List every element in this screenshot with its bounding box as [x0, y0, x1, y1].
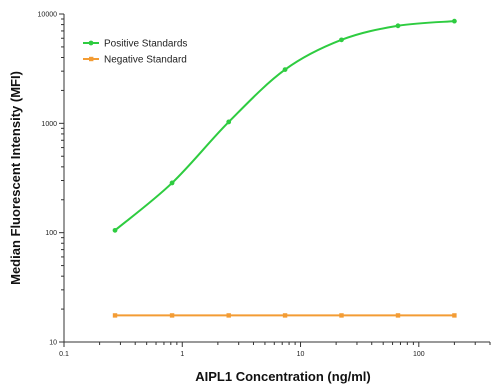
x-axis-title: AIPL1 Concentration (ng/ml)	[195, 369, 371, 384]
legend-label: Positive Standards	[104, 39, 187, 50]
data-point	[112, 227, 118, 233]
series-line	[114, 20, 455, 232]
data-point	[395, 23, 401, 29]
data-point	[452, 313, 457, 318]
y-tick-label: 10	[49, 340, 57, 347]
data-point	[451, 18, 457, 24]
series-2	[112, 313, 457, 318]
data-point	[395, 313, 401, 318]
series-1	[112, 18, 457, 233]
axes: 0.1 1 10 100 10 100 1000 10000	[38, 12, 491, 358]
y-axis-title: Median Fluorescent Intensity (MFI)	[8, 71, 23, 285]
legend-item: Positive Standards	[83, 39, 187, 50]
y-tick-label: 100	[45, 230, 57, 237]
data-point	[112, 313, 118, 318]
y-tick-label: 10000	[38, 12, 58, 19]
y-tick-label: 1000	[41, 121, 57, 128]
data-point	[169, 180, 175, 186]
legend-swatch-marker	[88, 40, 94, 46]
x-tick-label: 0.1	[59, 351, 69, 358]
data-point	[226, 313, 231, 318]
x-tick-label: 10	[297, 351, 305, 358]
series-layer	[112, 18, 457, 318]
legend-swatch-marker	[89, 56, 94, 62]
data-point	[282, 313, 288, 318]
data-point	[339, 313, 344, 318]
data-point	[339, 37, 344, 43]
legend: Positive Standards Negative Standard	[83, 39, 187, 66]
x-tick-label: 100	[413, 351, 425, 358]
data-point	[169, 313, 175, 318]
x-tick-label: 1	[180, 351, 184, 358]
data-point	[226, 119, 232, 125]
data-point	[282, 67, 288, 73]
legend-item: Negative Standard	[83, 55, 187, 66]
legend-label: Negative Standard	[104, 55, 187, 66]
